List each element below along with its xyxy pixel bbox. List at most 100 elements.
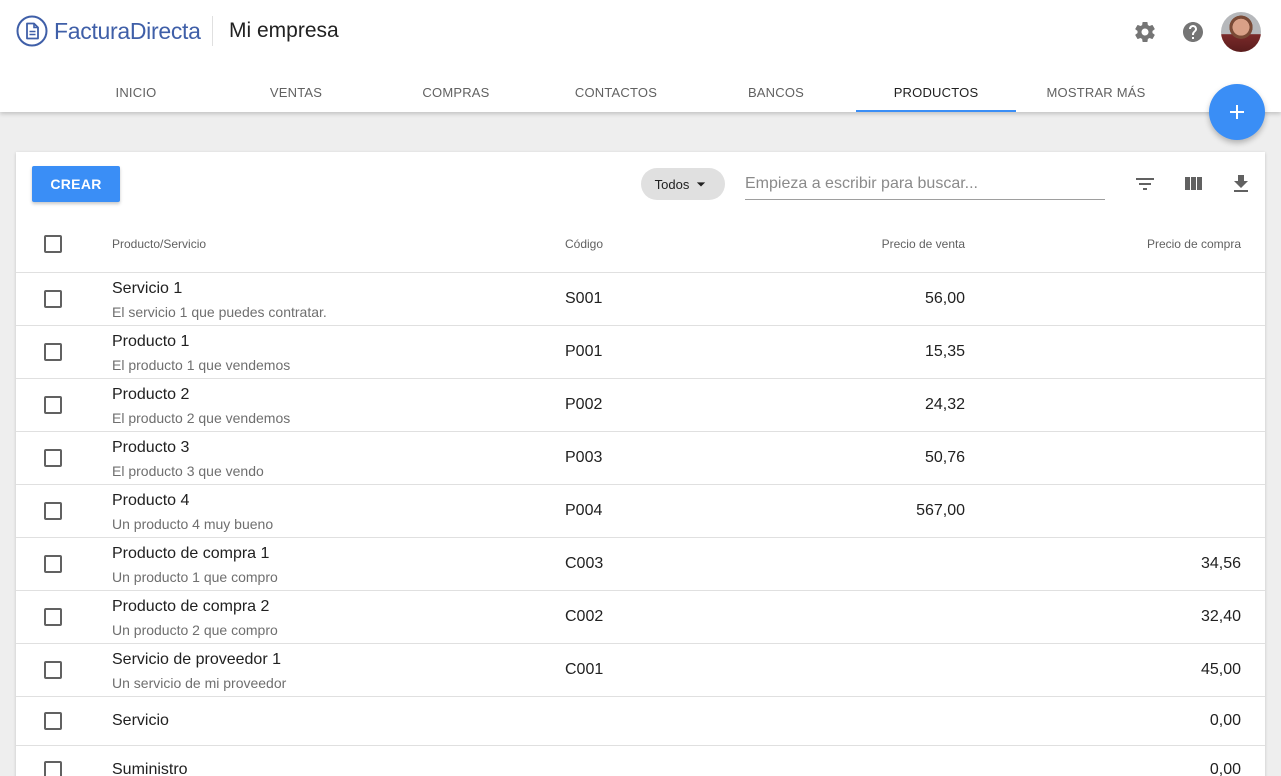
product-code: P001	[565, 343, 603, 360]
product-code: P003	[565, 449, 603, 466]
tab-compras[interactable]: COMPRAS	[422, 84, 490, 100]
table-row[interactable]: Producto 1 El producto 1 que vendemos P0…	[16, 326, 1265, 379]
product-code: S001	[565, 290, 603, 307]
purchase-price: 0,00	[1209, 712, 1241, 729]
product-description: El producto 3 que vendo	[112, 463, 264, 479]
gear-icon	[1135, 21, 1155, 42]
table-row[interactable]: Producto 3 El producto 3 que vendo P003 …	[16, 432, 1265, 485]
select-all-checkbox[interactable]	[44, 235, 62, 253]
sale-price: 15,35	[924, 343, 965, 360]
sale-price: 24,32	[924, 396, 965, 413]
product-name: Suministro	[112, 761, 188, 776]
document-logo-icon	[16, 15, 48, 47]
products-card: CREAR Todos Producto/Servicio Código Pre…	[16, 152, 1265, 776]
table-row[interactable]: Producto 2 El producto 2 que vendemos P0…	[16, 379, 1265, 432]
header-purchase-price[interactable]: Precio de compra	[1146, 237, 1241, 251]
help-button[interactable]	[1173, 12, 1213, 52]
product-description: Un servicio de mi proveedor	[112, 675, 287, 691]
main-nav-tabs: INICIO VENTAS COMPRAS CONTACTOS BANCOS P…	[56, 72, 1176, 112]
header-code[interactable]: Código	[565, 237, 604, 251]
help-icon	[1183, 22, 1203, 42]
product-name: Producto de compra 2	[112, 598, 270, 615]
product-name: Producto de compra 1	[112, 545, 270, 562]
product-name: Servicio de proveedor 1	[112, 651, 281, 668]
header-sale-price[interactable]: Precio de venta	[881, 237, 965, 251]
product-description: Un producto 1 que compro	[112, 569, 278, 585]
product-code: P002	[565, 396, 603, 413]
purchase-price: 32,40	[1200, 608, 1241, 625]
row-checkbox[interactable]	[44, 290, 62, 308]
products-table: Producto/Servicio Código Precio de venta…	[16, 216, 1265, 776]
row-checkbox[interactable]	[44, 396, 62, 414]
sale-price: 567,00	[916, 502, 965, 519]
header-actions	[1117, 12, 1261, 52]
product-code: C002	[565, 608, 604, 625]
row-checkbox[interactable]	[44, 712, 62, 730]
search-input[interactable]	[745, 174, 1105, 193]
product-description: El servicio 1 que puedes contratar.	[112, 304, 327, 320]
sale-price: 50,76	[924, 449, 965, 466]
filter-list-icon	[1136, 178, 1154, 190]
purchase-price: 0,00	[1209, 761, 1241, 776]
product-code: P004	[565, 502, 603, 519]
row-checkbox[interactable]	[44, 343, 62, 361]
product-code: C001	[565, 661, 604, 678]
filter-button[interactable]	[1121, 166, 1169, 202]
tab-inicio[interactable]: INICIO	[115, 84, 157, 100]
table-row[interactable]: Suministro 0,00	[16, 746, 1265, 776]
product-name: Servicio 1	[112, 280, 183, 297]
row-checkbox[interactable]	[44, 608, 62, 626]
tab-contactos[interactable]: CONTACTOS	[574, 84, 658, 100]
header-divider	[212, 16, 213, 46]
row-checkbox[interactable]	[44, 555, 62, 573]
product-description: El producto 2 que vendemos	[112, 410, 291, 426]
plus-icon	[1230, 105, 1244, 119]
table-row[interactable]: Servicio 1 El servicio 1 que puedes cont…	[16, 273, 1265, 326]
caret-down-icon	[697, 182, 706, 187]
sale-price: 56,00	[924, 290, 965, 307]
products-toolbar: CREAR Todos	[16, 152, 1265, 216]
search-field[interactable]	[745, 168, 1105, 200]
filter-dropdown[interactable]: Todos	[641, 168, 725, 200]
product-description: Un producto 2 que compro	[112, 622, 278, 638]
columns-button[interactable]	[1169, 166, 1217, 202]
product-description: El producto 1 que vendemos	[112, 357, 291, 373]
product-description: Un producto 4 muy bueno	[112, 516, 274, 532]
header-product[interactable]: Producto/Servicio	[112, 237, 207, 251]
table-tools	[1121, 166, 1265, 202]
table-row[interactable]: Servicio 0,00	[16, 697, 1265, 746]
row-checkbox[interactable]	[44, 661, 62, 679]
app-header: FacturaDirecta Mi empresa INICIO VENTAS …	[0, 0, 1281, 112]
purchase-price: 45,00	[1200, 661, 1241, 678]
row-checkbox[interactable]	[44, 761, 62, 776]
tab-ventas[interactable]: VENTAS	[269, 84, 323, 100]
table-row[interactable]: Servicio de proveedor 1 Un servicio de m…	[16, 644, 1265, 697]
product-code: C003	[565, 555, 604, 572]
company-name[interactable]: Mi empresa	[229, 19, 339, 42]
product-name: Producto 2	[112, 386, 190, 403]
table-header-row: Producto/Servicio Código Precio de venta…	[16, 216, 1265, 273]
tab-mostrar-mas[interactable]: MOSTRAR MÁS	[1046, 84, 1146, 100]
filter-dropdown-label: Todos	[654, 176, 690, 192]
user-avatar[interactable]	[1221, 12, 1261, 52]
create-button[interactable]: CREAR	[32, 166, 120, 202]
add-fab-button[interactable]	[1209, 84, 1265, 140]
brand-logo[interactable]: FacturaDirecta	[16, 14, 201, 48]
view-column-icon	[1185, 177, 1202, 190]
product-name: Servicio	[112, 712, 169, 729]
settings-button[interactable]	[1125, 12, 1165, 52]
download-button[interactable]	[1217, 166, 1265, 202]
table-row[interactable]: Producto de compra 2 Un producto 2 que c…	[16, 591, 1265, 644]
product-name: Producto 4	[112, 492, 190, 509]
tab-bancos[interactable]: BANCOS	[747, 84, 805, 100]
brand-name: FacturaDirecta	[54, 17, 201, 44]
row-checkbox[interactable]	[44, 502, 62, 520]
product-name: Producto 1	[112, 333, 190, 350]
table-row[interactable]: Producto de compra 1 Un producto 1 que c…	[16, 538, 1265, 591]
product-name: Producto 3	[112, 439, 190, 456]
table-row[interactable]: Producto 4 Un producto 4 muy bueno P004 …	[16, 485, 1265, 538]
purchase-price: 34,56	[1200, 555, 1241, 572]
download-icon	[1234, 175, 1248, 192]
tab-productos[interactable]: PRODUCTOS	[856, 72, 1016, 112]
row-checkbox[interactable]	[44, 449, 62, 467]
